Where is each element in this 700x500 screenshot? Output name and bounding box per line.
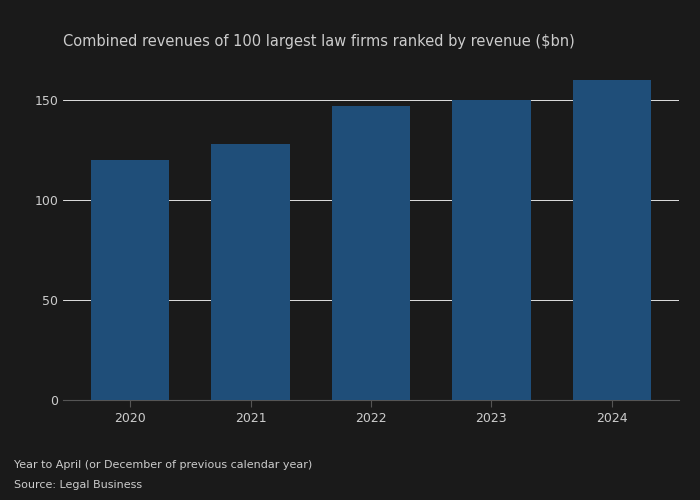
Bar (332, 106, 410, 400)
Text: Source: Legal Business: Source: Legal Business (14, 480, 142, 490)
Bar (573, 80, 651, 400)
Bar (211, 144, 290, 400)
Bar (452, 100, 531, 400)
Text: Year to April (or December of previous calendar year): Year to April (or December of previous c… (14, 460, 312, 469)
Bar (91, 160, 169, 400)
Text: Combined revenues of 100 largest law firms ranked by revenue ($bn): Combined revenues of 100 largest law fir… (63, 34, 575, 49)
